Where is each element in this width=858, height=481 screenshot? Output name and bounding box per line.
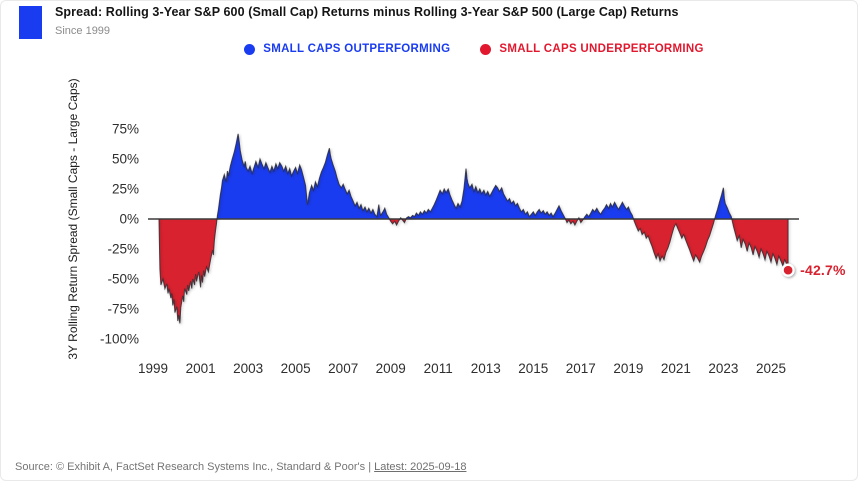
x-tick-label: 2005 bbox=[281, 361, 311, 376]
legend-label-underperforming: SMALL CAPS UNDERPERFORMING bbox=[499, 43, 704, 55]
y-tick-label: 25% bbox=[112, 182, 139, 197]
source-footer: Source: © Exhibit A, FactSet Research Sy… bbox=[15, 461, 466, 473]
legend: SMALL CAPS OUTPERFORMING SMALL CAPS UNDE… bbox=[149, 43, 799, 55]
chart-header: Spread: Rolling 3-Year S&P 600 (Small Ca… bbox=[19, 5, 679, 39]
x-tick-label: 2019 bbox=[613, 361, 643, 376]
area-negative bbox=[159, 219, 789, 324]
y-tick-label: 50% bbox=[112, 152, 139, 167]
x-tick-label: 2007 bbox=[328, 361, 358, 376]
area-positive bbox=[159, 133, 789, 219]
legend-label-outperforming: SMALL CAPS OUTPERFORMING bbox=[263, 43, 451, 55]
latest-date-link[interactable]: Latest: 2025-09-18 bbox=[374, 461, 467, 473]
chart-title: Spread: Rolling 3-Year S&P 600 (Small Ca… bbox=[55, 5, 679, 19]
legend-item-underperforming: SMALL CAPS UNDERPERFORMING bbox=[480, 43, 703, 55]
brand-accent-block bbox=[19, 6, 42, 39]
y-tick-label: -75% bbox=[107, 302, 139, 317]
spread-area-chart: 75% 50% 25% 0% -25% -50% -75% -100% 1999 2001 2003… bbox=[1, 61, 857, 397]
legend-dot-blue-icon bbox=[244, 43, 256, 55]
x-tick-label: 2015 bbox=[518, 361, 548, 376]
x-tick-label: 2025 bbox=[756, 361, 786, 376]
latest-point-marker bbox=[781, 263, 795, 277]
legend-item-outperforming: SMALL CAPS OUTPERFORMING bbox=[244, 43, 450, 55]
x-tick-label: 2023 bbox=[708, 361, 738, 376]
chart-subtitle: Since 1999 bbox=[55, 24, 111, 37]
y-tick-label: 0% bbox=[119, 212, 139, 227]
x-tick-label: 2013 bbox=[471, 361, 501, 376]
x-tick-label: 2017 bbox=[566, 361, 596, 376]
source-text: Source: © Exhibit A, FactSet Research Sy… bbox=[15, 461, 375, 473]
x-tick-label: 1999 bbox=[138, 361, 168, 376]
y-tick-label: -100% bbox=[100, 332, 139, 347]
plot-svg: 75% 50% 25% 0% -25% -50% -75% -100% 1999 2001 2003… bbox=[66, 78, 846, 376]
legend-dot-red-icon bbox=[480, 43, 492, 55]
y-tick-label: -25% bbox=[107, 242, 139, 257]
x-tick-label: 2009 bbox=[376, 361, 406, 376]
x-tick-label: 2011 bbox=[424, 361, 453, 376]
y-tick-label: 75% bbox=[112, 122, 139, 137]
series-outline bbox=[158, 133, 789, 324]
x-tick-label: 2001 bbox=[186, 361, 216, 376]
x-tick-label: 2021 bbox=[661, 361, 691, 376]
y-tick-label: -50% bbox=[107, 272, 139, 287]
y-axis-title: 3Y Rolling Return Spread (Small Caps - L… bbox=[66, 78, 80, 359]
x-tick-label: 2003 bbox=[233, 361, 263, 376]
latest-value-annotation: -42.7% bbox=[800, 262, 846, 278]
